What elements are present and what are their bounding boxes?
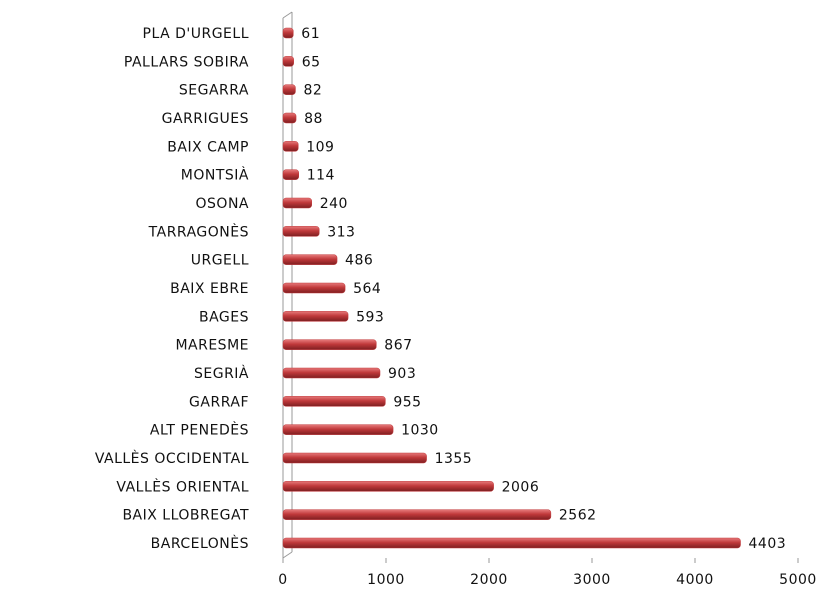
y-tick-label: ALT PENEDÈS [150,422,249,439]
data-label: 903 [388,366,416,382]
data-label: 2006 [502,479,540,495]
data-label: 1355 [435,451,473,467]
bar [282,169,299,180]
y-tick-label: PLA D'URGELL [143,26,250,42]
bar [282,452,427,464]
bar [282,424,394,435]
bar [282,367,381,379]
y-tick-label: BAIX CAMP [167,139,249,155]
bar [282,226,320,237]
axis-wall [282,551,293,559]
bar [282,537,741,549]
data-label: 114 [307,168,335,184]
data-label: 593 [356,309,384,325]
data-label: 955 [393,394,421,410]
bar [282,311,349,322]
bar [282,509,552,520]
data-label: 486 [345,253,373,269]
bar [282,282,346,294]
x-tick-label: 3000 [573,572,611,588]
y-tick-label: BAGES [199,309,249,325]
data-label: 82 [303,83,322,99]
x-tick-label: 1000 [367,572,405,588]
data-label: 4403 [749,536,787,552]
bar [282,27,294,39]
y-tick-label: PALLARS SOBIRA [124,54,249,70]
y-tick-label: GARRAF [189,394,249,410]
data-label: 61 [301,26,320,42]
bar [282,396,386,407]
data-label: 88 [304,111,323,127]
data-label: 1030 [401,423,439,439]
data-label: 564 [353,281,381,297]
bar [282,254,338,265]
y-tick-label: VALLÈS ORIENTAL [116,478,249,495]
y-tick-label: MARESME [175,338,249,354]
y-tick-label: GARRIGUES [162,111,249,127]
bar [282,56,294,67]
data-label: 313 [327,224,355,240]
data-label: 867 [384,338,412,354]
bar [282,141,299,152]
y-tick-label: SEGRIÀ [194,365,249,382]
bar [282,197,312,209]
y-tick-label: TARRAGONÈS [148,223,249,240]
data-label: 65 [302,54,321,70]
y-tick-label: SEGARRA [179,83,249,99]
bar [282,112,297,124]
data-label: 2562 [559,508,597,524]
x-tick-label: 0 [278,572,287,588]
x-tick-label: 2000 [470,572,508,588]
y-tick-label: BAIX EBRE [170,281,249,297]
y-tick-label: BARCELONÈS [151,535,249,552]
bar [282,84,296,95]
y-tick-label: BAIX LLOBREGAT [122,508,249,524]
bar [282,481,494,492]
bar [282,339,377,350]
y-tick-label: MONTSIÀ [181,167,249,184]
x-tick-label: 5000 [779,572,817,588]
data-label: 240 [320,196,348,212]
data-label: 109 [306,139,334,155]
y-tick-label: URGELL [191,253,249,269]
x-tick-label: 4000 [676,572,714,588]
y-tick-label: VALLÈS OCCIDENTAL [95,450,249,467]
axis-wall [282,11,293,19]
y-tick-label: OSONA [196,196,249,212]
